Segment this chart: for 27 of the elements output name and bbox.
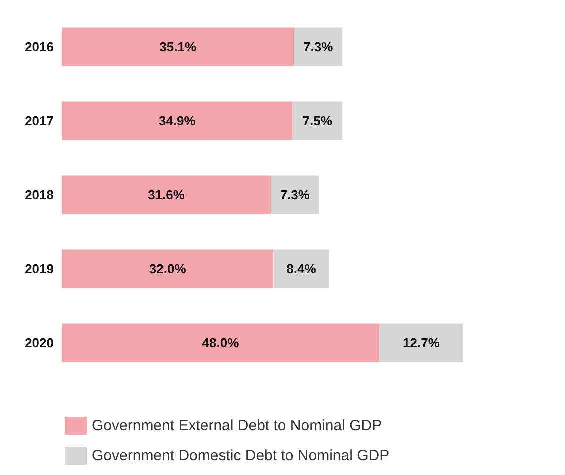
data-label: 7.5% bbox=[302, 114, 333, 128]
legend-label: Government Domestic Debt to Nominal GDP bbox=[92, 448, 390, 464]
data-label: 35.1% bbox=[160, 40, 197, 54]
y-tick-label: 2018 bbox=[25, 188, 54, 202]
bar bbox=[62, 324, 380, 362]
legend-label: Government External Debt to Nominal GDP bbox=[92, 418, 382, 434]
data-label: 8.4% bbox=[286, 262, 317, 276]
data-label: 31.6% bbox=[148, 188, 186, 202]
bar bbox=[62, 176, 272, 214]
bar bbox=[274, 250, 330, 288]
bar bbox=[62, 28, 294, 66]
data-label: 7.3% bbox=[280, 188, 310, 202]
bar bbox=[292, 102, 342, 140]
bar bbox=[294, 28, 342, 66]
y-tick-label: 2019 bbox=[25, 262, 54, 276]
data-label: 7.3% bbox=[303, 40, 334, 54]
data-label: 34.9% bbox=[158, 114, 196, 128]
data-label: 12.7% bbox=[403, 336, 440, 350]
y-tick-label: 2020 bbox=[25, 336, 54, 350]
y-tick-label: 2017 bbox=[25, 114, 54, 128]
data-label: 48.0% bbox=[202, 336, 240, 350]
y-tick-label: 2016 bbox=[25, 40, 54, 54]
bar bbox=[62, 250, 274, 288]
bar bbox=[271, 176, 320, 214]
data-label: 32.0% bbox=[149, 262, 187, 276]
bar bbox=[62, 102, 293, 140]
bar bbox=[379, 324, 464, 362]
